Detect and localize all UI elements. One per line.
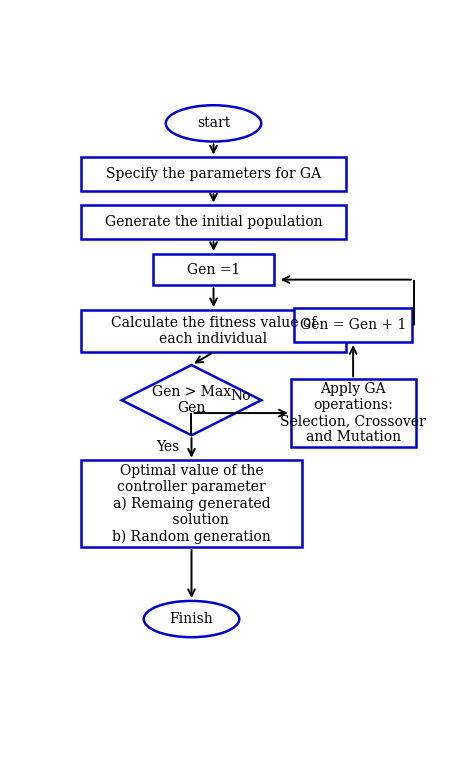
Text: Gen > Max
Gen: Gen > Max Gen	[152, 385, 231, 415]
Text: Apply GA
operations:
Selection, Crossover
and Mutation: Apply GA operations: Selection, Crossove…	[280, 382, 426, 445]
FancyBboxPatch shape	[82, 310, 346, 352]
Text: Gen =1: Gen =1	[187, 263, 240, 277]
Text: Specify the parameters for GA: Specify the parameters for GA	[106, 167, 321, 182]
Text: Generate the initial population: Generate the initial population	[105, 215, 322, 230]
Text: Finish: Finish	[170, 612, 213, 626]
FancyBboxPatch shape	[82, 205, 346, 239]
Ellipse shape	[144, 601, 239, 637]
Text: Yes: Yes	[156, 440, 179, 454]
FancyBboxPatch shape	[153, 254, 274, 286]
Ellipse shape	[166, 105, 261, 141]
Text: Optimal value of the
controller parameter
a) Remaing generated
    solution
b) R: Optimal value of the controller paramete…	[112, 464, 271, 543]
FancyBboxPatch shape	[82, 157, 346, 192]
Text: Calculate the fitness value of
each individual: Calculate the fitness value of each indi…	[111, 316, 316, 347]
Polygon shape	[122, 365, 261, 435]
Text: start: start	[197, 116, 230, 131]
Text: Gen = Gen + 1: Gen = Gen + 1	[300, 318, 406, 332]
FancyBboxPatch shape	[294, 309, 412, 342]
FancyBboxPatch shape	[82, 461, 301, 547]
FancyBboxPatch shape	[291, 379, 416, 447]
Text: No: No	[231, 388, 251, 403]
